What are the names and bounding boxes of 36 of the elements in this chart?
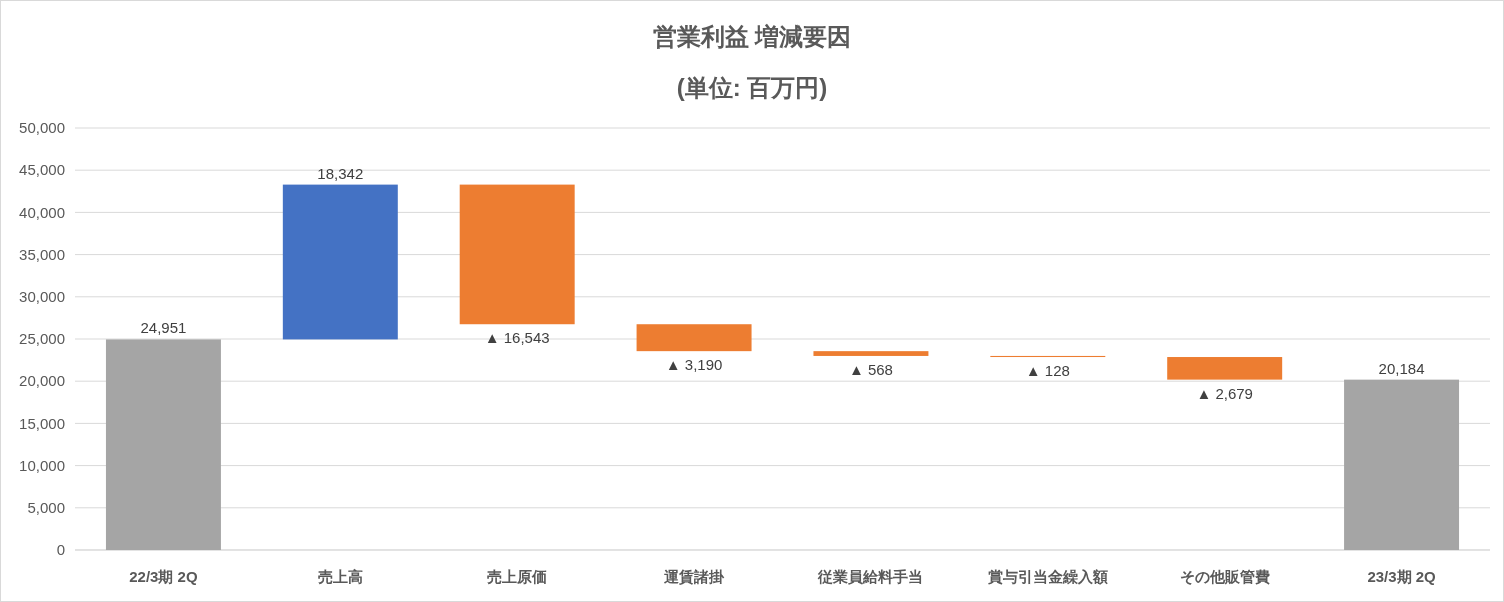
data-label: 18,342 [317,164,364,182]
data-label: ▲ 16,543 [484,329,550,347]
x-tick-label: 23/3期 2Q [1367,568,1437,585]
x-tick-label: 売上高 [317,568,363,585]
x-tick-label: 運賃諸掛 [663,568,726,585]
data-label: ▲ 3,190 [665,356,723,374]
y-tick-label: 15,000 [19,414,65,432]
y-tick-label: 35,000 [19,245,65,263]
y-tick-label: 25,000 [19,330,65,348]
data-label: ▲ 128 [1025,362,1070,380]
y-tick-label: 30,000 [19,288,65,306]
bar [1167,357,1283,380]
x-tick-label: 賞与引当金繰入額 [987,568,1108,585]
bar [105,339,221,550]
y-tick-label: 45,000 [19,161,65,179]
y-tick-label: 50,000 [19,119,65,137]
data-label: 20,184 [1378,359,1425,377]
bar [459,184,575,325]
x-tick-label: 22/3期 2Q [129,568,198,585]
chart-subtitle: (単位: 百万円) [676,74,828,101]
y-tick-label: 20,000 [19,372,65,390]
y-tick-label: 0 [56,541,65,559]
x-tick-label: 売上原価 [487,568,548,585]
y-tick-label: 10,000 [19,456,65,474]
x-tick-label: その他販管費 [1179,568,1270,585]
bar [282,184,398,340]
chart-title: 営業利益 増減要因 [652,23,852,50]
bar [636,324,752,352]
data-label: ▲ 568 [848,360,893,378]
data-label: ▲ 2,679 [1196,384,1253,402]
bar [1344,379,1460,550]
data-label: 24,951 [140,319,187,337]
y-tick-label: 40,000 [19,203,65,221]
bar [813,351,929,356]
y-tick-label: 5,000 [27,499,65,517]
x-tick-label: 従業員給料手当 [817,568,924,585]
